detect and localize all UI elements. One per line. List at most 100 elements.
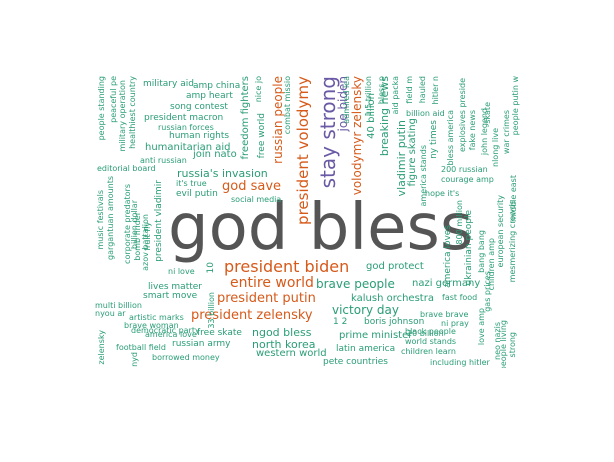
word-57: bless america <box>446 110 455 166</box>
word-36: fast food <box>442 293 478 302</box>
word-17: kalush orchestra <box>351 293 434 304</box>
word-106: multi billion <box>95 301 142 310</box>
word-47: middle east <box>509 175 518 222</box>
word-117: nyd <box>130 352 139 367</box>
word-63: nlong live <box>491 128 500 167</box>
word-18: prime minister <box>339 330 413 341</box>
word-61: war crimes <box>502 110 511 155</box>
word-110: america love <box>145 330 197 339</box>
word-92: healthiest country <box>128 76 137 149</box>
word-93: music festivals <box>96 190 105 250</box>
word-44: european security <box>496 195 505 268</box>
word-116: zelensky <box>97 330 106 365</box>
word-109: brave woman <box>124 321 179 330</box>
word-112: free skate <box>197 328 242 338</box>
word-6: president putin <box>217 291 316 306</box>
word-73: 40 billion <box>366 93 377 139</box>
word-24: join nato <box>193 149 237 160</box>
word-21: north korea <box>252 338 316 351</box>
word-83: human rights <box>169 131 230 141</box>
word-87: it's true <box>176 179 207 188</box>
word-82: russian forces <box>158 123 214 132</box>
word-8: god save <box>222 179 282 194</box>
word-38: ni pray <box>441 319 469 328</box>
word-7: entire world <box>230 275 314 291</box>
word-66: hitler n <box>431 76 440 105</box>
word-94: gargantuan amounts <box>106 176 115 260</box>
word-12: russia's invasion <box>177 167 268 180</box>
word-50: people living <box>499 320 508 368</box>
word-107: nyou ar <box>95 309 126 318</box>
word-91: military operation <box>118 80 127 152</box>
word-2: stay strong <box>316 76 340 189</box>
word-20: ngod bless <box>252 326 312 339</box>
word-64: skate <box>483 102 492 124</box>
word-40: ukrainian people <box>464 210 474 286</box>
word-10: volodymyr zelensky <box>350 76 364 196</box>
word-32: black people <box>405 327 456 336</box>
word-81: president macron <box>144 113 224 123</box>
word-113: russian army <box>172 339 231 349</box>
word-34: children learn <box>401 347 456 356</box>
word-114: football field <box>116 343 166 352</box>
word-68: field m <box>405 76 414 104</box>
word-30: 1 2 <box>333 317 348 327</box>
word-105: 33 billion <box>207 292 216 329</box>
word-58: explosives preside <box>458 78 467 152</box>
word-100: president vladimir <box>154 180 164 262</box>
word-28: vladimir putin <box>395 120 408 197</box>
word-102: 10 <box>206 262 216 274</box>
word-99: azov battalion <box>141 214 150 271</box>
word-29: figure skating <box>407 118 418 187</box>
word-51: strong <box>508 332 517 358</box>
word-108: artistic marks <box>129 313 184 322</box>
word-88: evil putin <box>176 189 218 199</box>
word-104: smart move <box>143 291 198 301</box>
word-52: 200 russian <box>441 165 488 174</box>
word-118: pete countries <box>323 357 388 367</box>
word-54: hope it's <box>425 189 460 198</box>
word-101: ni love <box>168 267 195 276</box>
word-80: song contest <box>170 102 228 112</box>
word-55: america stands <box>419 145 428 207</box>
word-70: bless p <box>377 76 386 105</box>
word-89: people standing <box>97 76 106 141</box>
word-69: hauled <box>418 76 427 104</box>
word-4: president biden <box>224 257 350 276</box>
word-103: lives matter <box>148 282 202 292</box>
word-76: nice jo <box>254 76 263 103</box>
word-84: humanitarian aid <box>145 142 231 153</box>
word-90: peaceful pe <box>109 76 118 123</box>
word-26: freedom fighters <box>240 76 251 160</box>
word-97: billion dollar <box>130 200 139 250</box>
word-75: free world <box>257 113 267 159</box>
word-45: children amp <box>487 238 496 291</box>
word-111: democratic party <box>131 326 200 335</box>
word-41: 800 million <box>455 200 464 245</box>
word-78: amp china <box>193 81 241 91</box>
word-53: courage amp <box>441 175 494 184</box>
word-48: love amp <box>477 308 486 346</box>
word-77: military aid <box>143 79 194 89</box>
word-19: boris johnson <box>364 317 425 327</box>
word-23: latin america <box>336 344 396 354</box>
word-39: america loves <box>443 225 453 288</box>
word-43: bang bang <box>477 230 486 273</box>
word-22: western world <box>256 348 327 359</box>
word-31: 20 billion <box>407 329 444 338</box>
word-74: combat missio <box>283 76 292 135</box>
word-16: nazi germany <box>412 278 481 289</box>
word-33: world stands <box>405 337 457 346</box>
word-67: aid packa <box>391 76 400 115</box>
word-71: admired lea <box>342 76 351 124</box>
word-3: president volodymyr <box>294 76 312 225</box>
word-59: fake news <box>468 110 477 151</box>
word-25: social media <box>231 195 282 204</box>
word-37: brave brave <box>420 310 469 319</box>
word-13: brave people <box>316 277 395 291</box>
word-1: god bless <box>168 191 474 265</box>
word-115: borrowed money <box>152 353 220 362</box>
word-5: president zelensky <box>191 308 313 323</box>
word-cloud: god bless stay strong president volodymyr p… <box>95 76 524 368</box>
word-15: god protect <box>366 261 424 272</box>
